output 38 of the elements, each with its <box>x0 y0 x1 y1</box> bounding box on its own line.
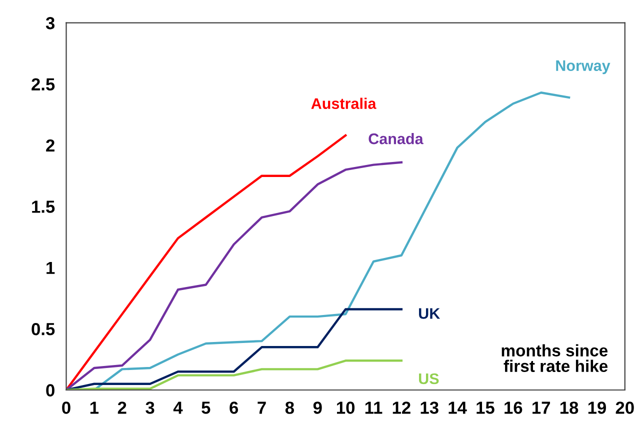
x-tick-label: 5 <box>202 402 210 414</box>
line-series <box>66 308 403 390</box>
x-tick-label: 19 <box>588 402 606 414</box>
y-tick-label: 0 <box>46 384 54 396</box>
y-tick-label: 2 <box>46 139 54 152</box>
x-tick-label: 15 <box>476 402 494 414</box>
x-tick-label: 17 <box>532 402 550 414</box>
y-tick-label: 0.5 <box>32 322 55 336</box>
text: Australia <box>311 98 376 109</box>
x-tick-label: 0 <box>62 402 70 414</box>
line-series <box>66 161 403 390</box>
series-label: Canada <box>368 133 424 144</box>
x-tick-label: 4 <box>173 402 183 414</box>
x-tick-label: 9 <box>313 402 322 414</box>
x-tick-label: 13 <box>420 402 438 414</box>
x-tick-label: 20 <box>616 402 634 414</box>
x-tick-label: 8 <box>285 402 294 414</box>
x-tick-label: 14 <box>448 402 467 414</box>
x-tick-label: 18 <box>560 402 578 414</box>
y-tick-label: 2.5 <box>32 78 55 90</box>
y-tick-label: 1.5 <box>32 200 55 213</box>
line-series <box>66 360 403 390</box>
series-label: Norway <box>556 60 610 74</box>
x-tick-label: 2 <box>118 402 126 414</box>
line-series <box>66 134 347 390</box>
series-label: UK <box>419 308 440 319</box>
x-tick-label: 7 <box>258 402 266 414</box>
y-tick-label: 3 <box>46 17 55 30</box>
series-label: US <box>419 373 439 384</box>
x-tick-label: 11 <box>365 402 382 414</box>
x-tick-label: 1 <box>90 402 99 414</box>
y-tick-label: 1 <box>46 262 55 274</box>
x-tick-label: 3 <box>146 402 154 414</box>
x-tick-label: 10 <box>337 402 355 414</box>
x-tick-label: 16 <box>504 402 522 414</box>
x-tick-label: 6 <box>230 402 238 414</box>
x-tick-label: 12 <box>392 402 410 414</box>
x-axis-title: months since first rate hike <box>502 344 608 372</box>
